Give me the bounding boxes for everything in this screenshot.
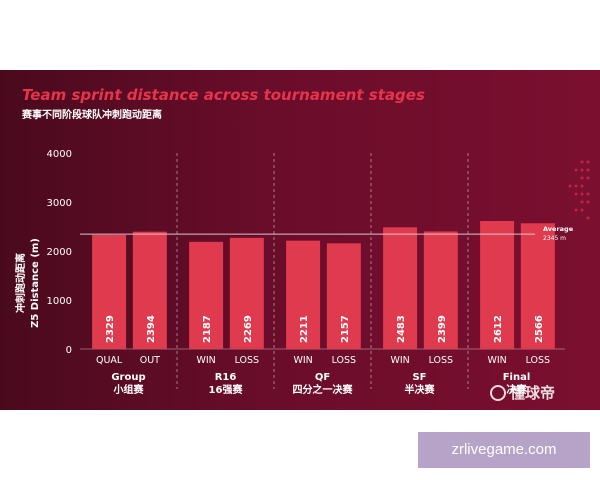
y-tick-label: 1000 <box>47 296 72 307</box>
bar-value-label: 2483 <box>396 315 407 343</box>
url-banner[interactable]: zrlivegame.com <box>418 432 590 468</box>
average-line-group: Average 2345 m <box>80 225 574 242</box>
y-tick-label: 3000 <box>47 198 72 209</box>
chart-subtitle: 赛事不同阶段球队冲刺跑动距离 <box>22 110 162 121</box>
x-tick-label: OUT <box>140 355 160 366</box>
y-tick-label: 2000 <box>47 247 72 258</box>
y-axis-label: Z5 Distance (m) <box>30 238 41 328</box>
stage-label-cn: 16强赛 <box>209 383 244 396</box>
x-tick-label: WIN <box>196 355 215 366</box>
average-label: Average <box>543 225 574 233</box>
y-tick-label: 4000 <box>47 149 72 160</box>
bar <box>520 223 555 349</box>
x-tick-label: LOSS <box>332 355 357 366</box>
stage-label: SF <box>412 372 426 383</box>
bar-chart: 冲刺跑动距离 Z5 Distance (m) 0 1000 2000 3000 4000… <box>14 149 574 396</box>
x-tick-label: WIN <box>293 355 312 366</box>
chart-panel: Team sprint distance across tournament s… <box>0 70 600 410</box>
bar-value-label: 2399 <box>437 315 448 343</box>
y-axis-label-cn: 冲刺跑动距离 <box>14 253 27 313</box>
chart-title: Team sprint distance across tournament s… <box>22 86 425 104</box>
bar-value-label: 2187 <box>202 315 213 343</box>
stage-label: Final <box>503 372 531 383</box>
bar <box>229 237 264 349</box>
decorative-dots <box>568 160 590 220</box>
bar-value-label: 2612 <box>493 315 504 343</box>
stage-label-cn: 四分之一决赛 <box>293 383 354 396</box>
bar <box>326 243 361 349</box>
stage-label: QF <box>315 372 330 383</box>
bar-value-label: 2566 <box>534 315 545 343</box>
y-tick-label: 0 <box>66 345 72 356</box>
bar <box>383 227 418 349</box>
watermark: 懂球帝 <box>490 382 555 403</box>
stage-label-cn: 半决赛 <box>405 383 436 396</box>
x-tick-label: QUAL <box>96 355 123 366</box>
bar-value-label: 2394 <box>146 315 157 343</box>
average-value-label: 2345 m <box>543 235 566 242</box>
watermark-text: 懂球帝 <box>510 384 556 402</box>
x-tick-label: LOSS <box>526 355 551 366</box>
bar-value-label: 2269 <box>243 315 254 343</box>
bar-value-label: 2157 <box>340 315 351 343</box>
bar <box>189 241 224 349</box>
bar <box>132 231 167 349</box>
bars: 2329 2394 2187 2269 2211 2157 2483 2399 2612 2566 <box>92 221 555 349</box>
brand-logo-icon <box>490 385 506 401</box>
bar-value-label: 2329 <box>105 315 116 343</box>
bar <box>423 231 458 349</box>
bar <box>286 240 321 349</box>
stage-label-cn: 小组赛 <box>113 383 145 396</box>
x-tick-label: WIN <box>390 355 409 366</box>
stage-label: Group <box>111 372 145 383</box>
stage-label-cn: 决赛 <box>507 383 528 396</box>
x-tick-label: LOSS <box>429 355 454 366</box>
bar-value-label: 2211 <box>299 315 310 343</box>
x-tick-label: WIN <box>487 355 506 366</box>
bar <box>92 234 127 349</box>
x-tick-label: LOSS <box>235 355 260 366</box>
stage-label: R16 <box>215 372 237 383</box>
bar <box>480 221 515 349</box>
